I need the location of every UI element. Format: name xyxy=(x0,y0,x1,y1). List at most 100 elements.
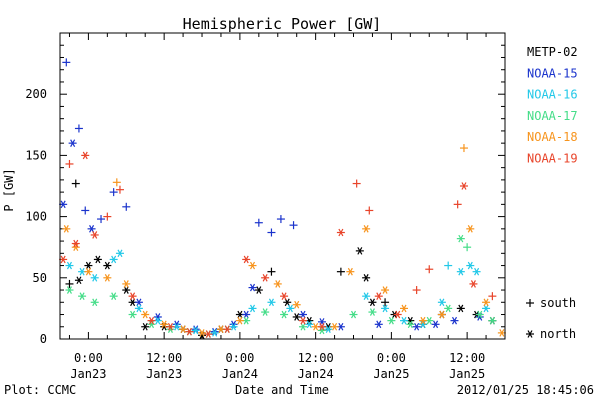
data-point-north xyxy=(90,274,99,282)
data-point-north xyxy=(299,316,308,325)
hemisphere-symbol-key: south north xyxy=(526,296,576,341)
data-point-south xyxy=(488,292,497,301)
data-point-north xyxy=(71,239,80,248)
data-point-north xyxy=(336,228,345,237)
series-noaa-18-markers xyxy=(62,144,506,337)
data-point-north xyxy=(223,325,232,334)
x-tick-time-label: 0:00 xyxy=(74,351,103,365)
data-point-north xyxy=(393,310,402,319)
data-point-north xyxy=(128,310,137,319)
data-point-north xyxy=(374,292,383,300)
data-point-south xyxy=(103,212,112,221)
data-point-north xyxy=(191,325,200,334)
series-noaa-19-markers xyxy=(59,151,497,338)
legend-entry: NOAA-16 xyxy=(527,88,578,102)
data-point-north xyxy=(437,310,446,319)
y-tick-label: 0 xyxy=(40,332,47,346)
data-point-south xyxy=(112,178,121,187)
data-point-south xyxy=(336,267,345,276)
x-tick-time-label: 12:00 xyxy=(449,351,485,365)
x-tick-date-label: Jan25 xyxy=(373,367,409,381)
data-point-north xyxy=(305,320,314,329)
data-point-north xyxy=(286,304,295,313)
data-point-south xyxy=(97,215,106,224)
data-point-north xyxy=(355,247,364,255)
data-point-north xyxy=(368,298,377,307)
data-point-north xyxy=(93,255,102,264)
data-point-north xyxy=(235,316,244,325)
data-point-south xyxy=(444,261,453,270)
x-tick-time-label: 0:00 xyxy=(225,351,254,365)
x-tick-date-label: Jan23 xyxy=(146,367,182,381)
data-point-south xyxy=(459,144,468,153)
data-point-north xyxy=(475,310,484,319)
data-point-north xyxy=(456,267,465,276)
data-point-north xyxy=(210,329,219,337)
data-point-north xyxy=(469,280,478,288)
legend-symbol-label: south xyxy=(540,296,576,310)
data-point-south xyxy=(115,185,124,194)
data-point-north xyxy=(261,308,270,316)
data-point-north xyxy=(381,286,390,294)
series-noaa-16-markers xyxy=(65,249,491,337)
data-point-north xyxy=(292,313,301,321)
data-point-south xyxy=(109,188,118,197)
footer-plot-credit: Plot: CCMC xyxy=(4,383,76,397)
data-point-north xyxy=(459,182,468,190)
data-point-north xyxy=(141,322,150,331)
data-point-north xyxy=(122,280,131,288)
data-point-north xyxy=(134,304,143,313)
data-point-north xyxy=(65,261,74,270)
data-point-north xyxy=(273,280,282,288)
x-tick-date-label: Jan23 xyxy=(70,367,106,381)
data-point-north xyxy=(283,298,292,307)
data-point-north xyxy=(267,298,276,307)
data-point-north xyxy=(81,151,90,160)
plot-frame xyxy=(59,32,506,340)
x-axis-label: Date and Time xyxy=(235,383,329,397)
data-point-north xyxy=(115,249,124,258)
data-point-south xyxy=(254,218,263,227)
data-point-north xyxy=(134,298,143,307)
data-point-north xyxy=(147,316,156,325)
data-point-north xyxy=(362,225,371,233)
data-point-north xyxy=(406,320,415,329)
data-point-north xyxy=(248,261,257,270)
data-point-north xyxy=(444,304,453,313)
data-point-north xyxy=(368,308,377,316)
data-point-north xyxy=(84,267,93,276)
data-point-north xyxy=(74,276,83,285)
data-point-north xyxy=(128,292,137,300)
data-point-north xyxy=(299,310,308,319)
legend-entry: NOAA-19 xyxy=(527,152,578,166)
data-point-north xyxy=(374,320,383,329)
data-point-north xyxy=(87,225,96,233)
data-point-south xyxy=(276,215,285,224)
legend: METP-02 NOAA-15 NOAA-16 NOAA-17 NOAA-18 NOAA-… xyxy=(527,45,578,166)
y-tick-label: 50 xyxy=(33,271,47,285)
data-point-north xyxy=(254,286,263,294)
x-tick-time-label: 12:00 xyxy=(146,351,182,365)
data-point-north xyxy=(191,326,200,335)
data-point-south xyxy=(62,58,71,67)
data-point-north xyxy=(242,310,251,319)
data-point-north xyxy=(431,320,440,329)
data-point-north xyxy=(466,261,475,270)
data-point-north xyxy=(292,300,301,309)
data-point-south xyxy=(352,179,361,188)
data-point-north xyxy=(330,322,339,331)
y-tick-label: 150 xyxy=(25,148,47,162)
data-point-south xyxy=(463,243,472,252)
data-point-south xyxy=(412,286,421,295)
data-point-north xyxy=(179,325,188,334)
data-point-north xyxy=(68,139,77,147)
data-point-north xyxy=(109,255,118,264)
data-point-north xyxy=(78,292,87,300)
data-point-north xyxy=(90,298,99,307)
data-point-north xyxy=(324,325,333,334)
footer-timestamp: 2012/01/25 18:45:06 xyxy=(457,383,594,397)
data-point-south xyxy=(122,202,131,211)
data-point-south xyxy=(453,200,462,209)
data-point-north xyxy=(248,304,257,313)
y-tick-label: 200 xyxy=(25,87,47,101)
